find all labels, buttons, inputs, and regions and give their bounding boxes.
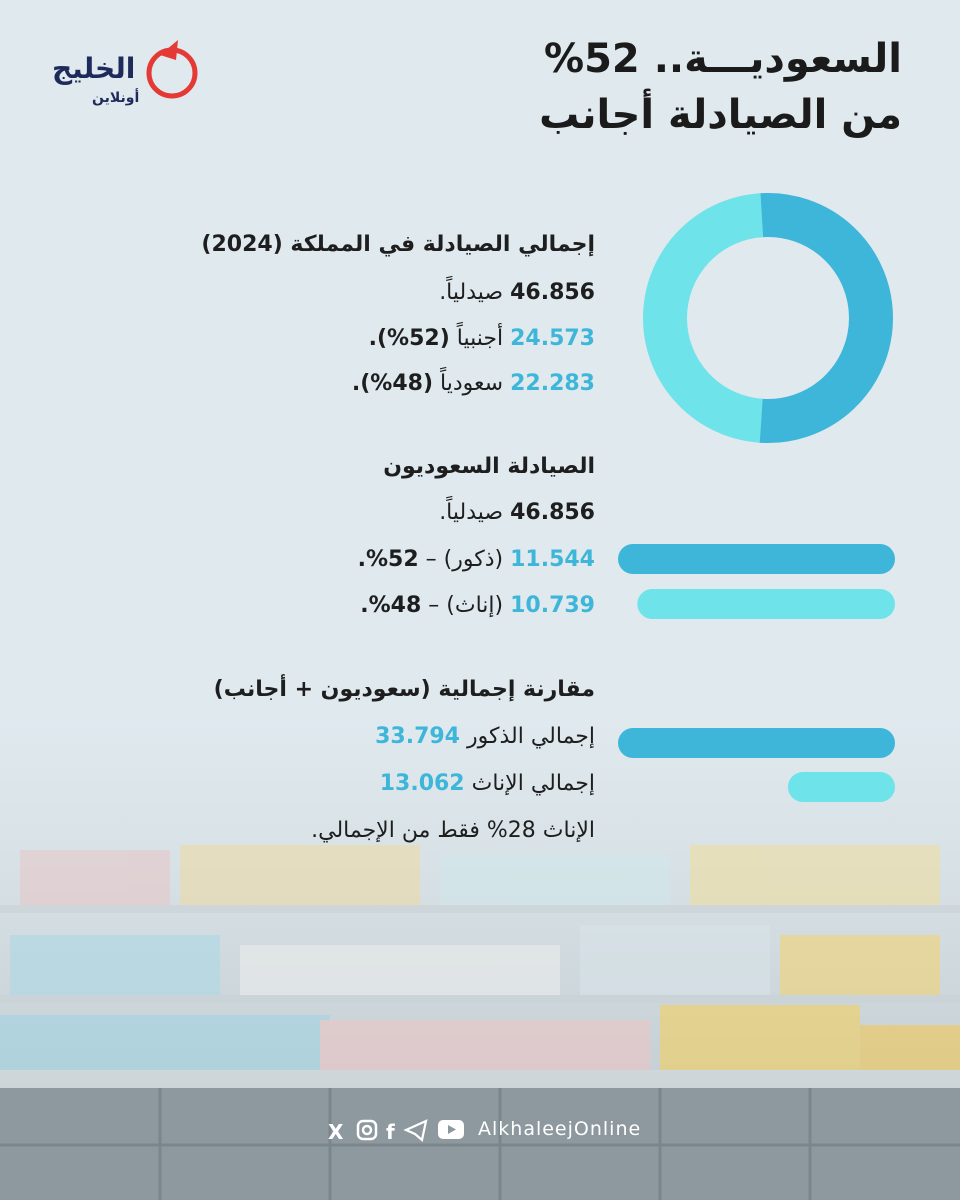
item-text: إجمالي الإناث bbox=[471, 771, 595, 796]
text-line: الإناث 28% فقط من الإجمالي. bbox=[311, 818, 595, 843]
item-text: (ذكور) – bbox=[425, 547, 504, 572]
logo-mark bbox=[146, 40, 198, 99]
total-text: صيدلياً. bbox=[439, 280, 504, 305]
text-line: مقارنة إجمالية (سعوديون + أجانب) bbox=[214, 677, 595, 702]
text-line: إجمالي الذكور 33.794 bbox=[375, 724, 595, 749]
number: 33.794 bbox=[375, 724, 460, 749]
total-text: صيدلياً. bbox=[439, 500, 504, 525]
number: 22.283 bbox=[510, 371, 595, 396]
donut-segment bbox=[643, 193, 764, 443]
percent-label: 52%. bbox=[357, 547, 419, 572]
number: 13.062 bbox=[379, 771, 465, 796]
text-line: 10.739 (إناث) – 48%. bbox=[360, 593, 595, 618]
number: 11.544 bbox=[510, 547, 595, 572]
text-line: 11.544 (ذكور) – 52%. bbox=[358, 547, 595, 572]
percent-label: (48%). bbox=[351, 371, 434, 396]
text-line: الصيادلة السعوديون bbox=[383, 454, 595, 479]
item-text: سعودياً bbox=[440, 371, 504, 396]
title: من الصيادلة أجانب bbox=[539, 92, 902, 138]
cabinet-lines bbox=[0, 1088, 960, 1200]
percent-label: (52%). bbox=[368, 326, 450, 351]
total-number: 46.856 bbox=[510, 500, 595, 525]
logo-name: الخليج bbox=[52, 52, 136, 85]
number: 10.739 bbox=[510, 593, 595, 618]
text-line: 46.856 صيدلياً. bbox=[439, 500, 595, 525]
percent-label: 48%. bbox=[360, 593, 422, 618]
text-line: 46.856 صيدلياً. bbox=[439, 280, 595, 305]
title: السعوديـــة.. 52% bbox=[544, 36, 902, 82]
footer-handle: AlkhaleejOnline bbox=[478, 1118, 642, 1140]
text-line: 22.283 سعودياً (48%). bbox=[352, 371, 595, 396]
number: 24.573 bbox=[510, 326, 595, 351]
item-text: (إناث) – bbox=[428, 593, 504, 618]
total-number: 46.856 bbox=[510, 280, 595, 305]
bar bbox=[618, 728, 895, 758]
text-line: إجمالي الصيادلة في المملكة (2024) bbox=[201, 232, 595, 257]
logo-sub: أونلاين bbox=[92, 90, 140, 106]
section-heading: إجمالي الصيادلة في المملكة (2024) bbox=[201, 232, 595, 257]
note: الإناث 28% فقط من الإجمالي. bbox=[311, 818, 595, 843]
section-heading: الصيادلة السعوديون bbox=[383, 454, 595, 479]
bar bbox=[787, 772, 895, 802]
text-line: إجمالي الإناث 13.062 bbox=[380, 771, 595, 796]
item-text: إجمالي الذكور bbox=[467, 724, 595, 749]
shelves bbox=[0, 845, 960, 1088]
section-heading: مقارنة إجمالية (سعوديون + أجانب) bbox=[213, 677, 595, 702]
donut-segment bbox=[739, 193, 893, 443]
bar bbox=[618, 544, 895, 574]
item-text: أجنبياً bbox=[456, 326, 504, 351]
social-icons: X f bbox=[328, 1119, 464, 1144]
svg-text:f: f bbox=[386, 1120, 395, 1144]
svg-text:X: X bbox=[328, 1120, 344, 1144]
text-line: 24.573 أجنبياً (52%). bbox=[369, 326, 595, 351]
bar bbox=[637, 589, 895, 619]
